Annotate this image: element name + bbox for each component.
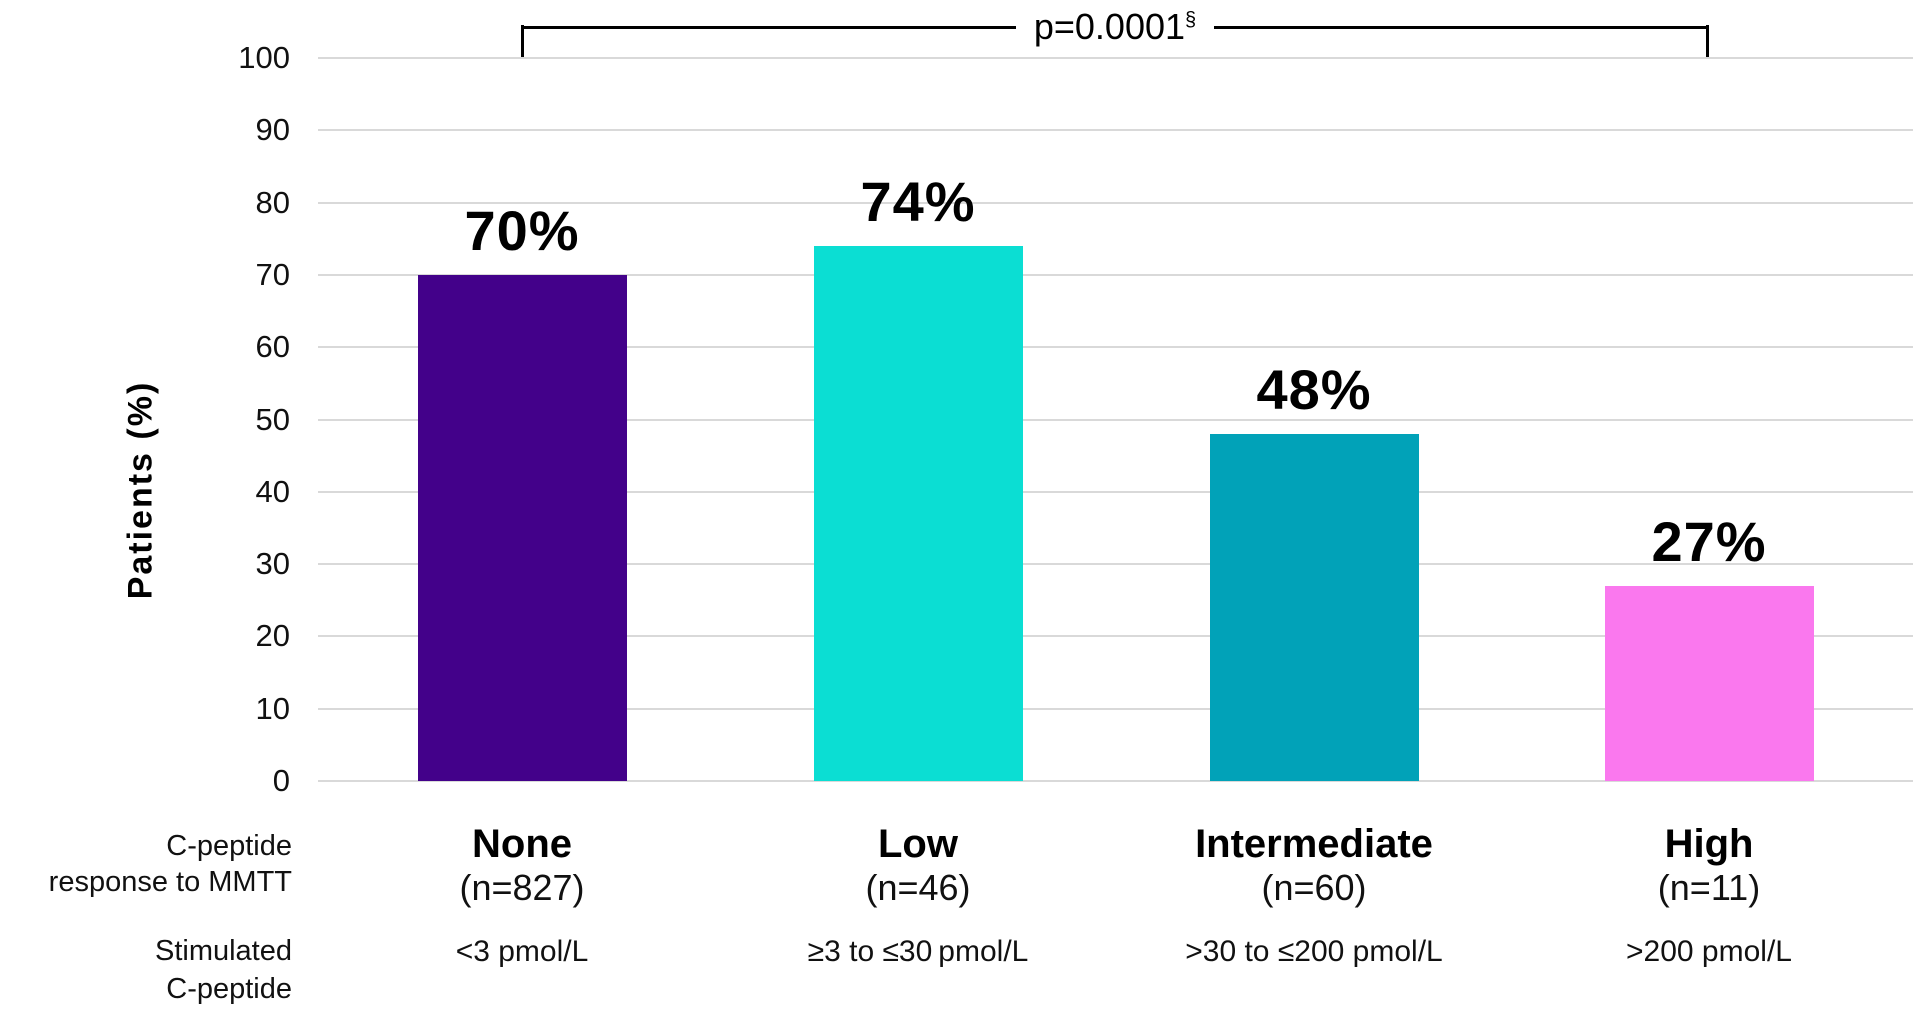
category-column-none: None (n=827) <3 pmol/L [324,822,720,970]
y-tick-label: 80 [255,184,290,220]
y-tick-label: 0 [272,763,290,798]
row-header-line: response to MMTT [48,866,292,898]
row-header-line: Stimulated [154,935,292,967]
y-tick-label: 50 [255,401,290,437]
bar-high [1604,585,1814,781]
category-n-count: (n=60) [1261,867,1367,908]
plot-area: 70% 74% 48% 27% [318,57,1913,782]
category-stimulated-range: <3 pmol/L [455,935,589,968]
category-name: Low [878,822,958,866]
row-header-line: C-peptide [166,830,292,862]
gridline-40 [318,490,1913,493]
bar-value-label-intermediate: 48% [1256,357,1372,421]
gridline-70 [318,273,1913,276]
p-value-superscript: § [1185,9,1197,31]
p-value-text: p=0.0001 [1033,6,1186,47]
bracket-line-right [1214,25,1709,29]
bar-low [813,245,1023,781]
gridline-0 [318,780,1913,782]
category-column-low: Low (n=46) ≥3 to ≤30 pmol/L [720,822,1116,970]
y-tick-label: 40 [255,473,290,509]
y-tick-label: 20 [255,618,290,654]
category-name: Intermediate [1195,822,1433,866]
row-header-stimulated-cpeptide: Stimulated C-peptide [0,932,292,1008]
bar-value-label-high: 27% [1651,509,1767,573]
gridline-60 [318,346,1913,349]
bar-value-label-none: 70% [464,198,580,262]
gridline-10 [318,707,1913,710]
category-name: High [1664,822,1754,866]
category-column-high: High (n=11) >200 pmol/L [1511,822,1907,970]
category-stimulated-range: >30 to ≤200 pmol/L [1185,935,1443,968]
category-n-count: (n=827) [459,867,585,908]
gridline-50 [318,418,1913,421]
gridline-30 [318,563,1913,566]
y-tick-label: 70 [255,256,290,292]
bar-none [417,274,627,781]
row-header-line: C-peptide [166,973,292,1005]
gridline-100 [318,57,1913,59]
gridline-90 [318,129,1913,132]
significance-bracket: p=0.0001§ [521,6,1709,48]
y-tick-label: 90 [255,112,290,148]
category-column-intermediate: Intermediate (n=60) >30 to ≤200 pmol/L [1116,822,1512,970]
category-stimulated-range: ≥3 to ≤30 pmol/L [807,935,1029,968]
y-tick-label: 10 [255,690,290,726]
bar-value-label-low: 74% [860,169,976,233]
category-stimulated-range: >200 pmol/L [1626,935,1792,968]
gridline-80 [318,201,1913,204]
bracket-tick-right [1706,25,1709,58]
y-tick-label: 30 [255,546,290,582]
p-value-label: p=0.0001§ [1016,6,1214,48]
bar-intermediate [1209,433,1419,781]
row-header-cpeptide-response: C-peptide response to MMTT [0,828,292,900]
category-n-count: (n=11) [1657,867,1761,908]
y-tick-label: 100 [238,40,290,75]
category-name: None [472,822,572,866]
category-n-count: (n=46) [865,867,971,908]
bracket-tick-left [521,25,524,58]
y-tick-label: 60 [255,329,290,365]
bracket-line-left [521,25,1016,29]
gridline-20 [318,635,1913,638]
